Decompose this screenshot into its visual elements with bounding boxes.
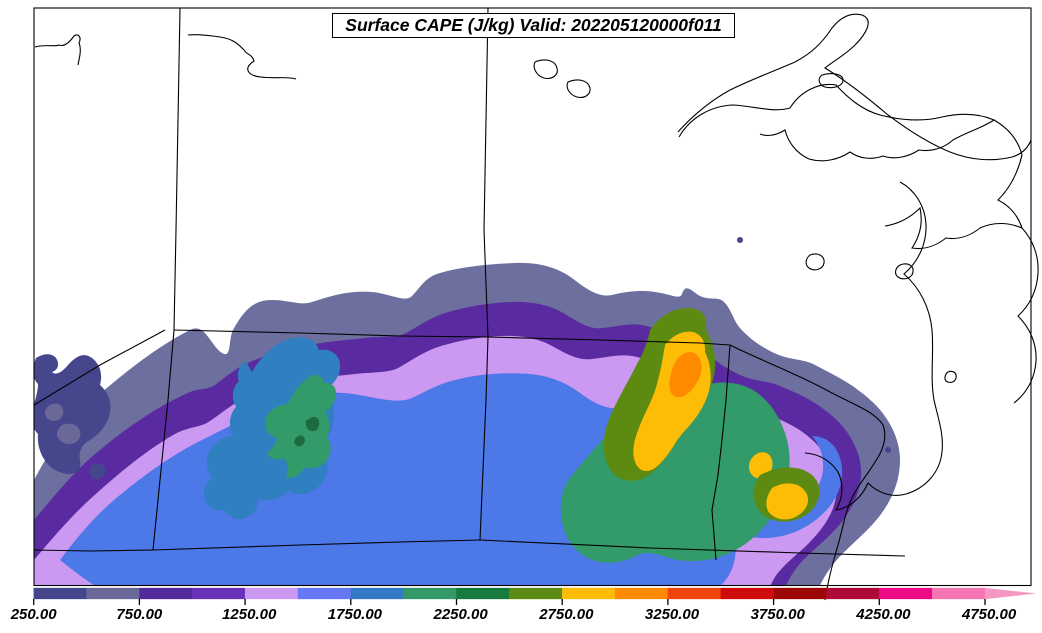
- svg-text:4250.00: 4250.00: [855, 606, 911, 623]
- svg-text:250.00: 250.00: [10, 606, 58, 623]
- svg-text:2250.00: 2250.00: [433, 606, 489, 623]
- svg-text:2750.00: 2750.00: [538, 606, 594, 623]
- svg-text:750.00: 750.00: [116, 606, 163, 623]
- svg-text:1250.00: 1250.00: [222, 606, 277, 623]
- svg-text:1750.00: 1750.00: [328, 606, 383, 623]
- svg-text:3250.00: 3250.00: [645, 606, 700, 623]
- svg-text:3750.00: 3750.00: [751, 606, 806, 623]
- svg-text:4750.00: 4750.00: [961, 606, 1017, 623]
